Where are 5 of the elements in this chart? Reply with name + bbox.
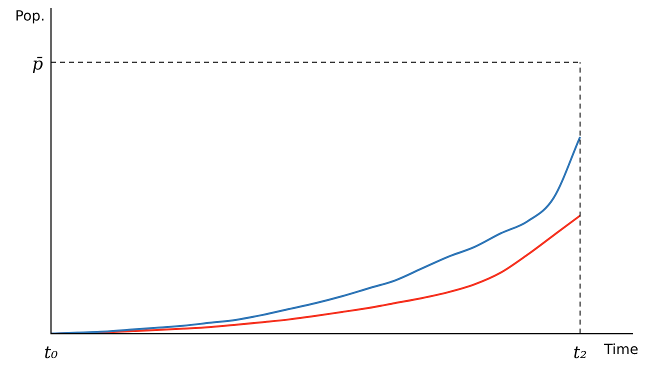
x-tick-label: t₀ (44, 343, 58, 364)
x-axis-title: Time (603, 342, 638, 358)
ref-line-label: p̄ (32, 54, 44, 75)
text: Pop. (15, 8, 45, 25)
x-tick-label: t₂ (573, 343, 588, 364)
